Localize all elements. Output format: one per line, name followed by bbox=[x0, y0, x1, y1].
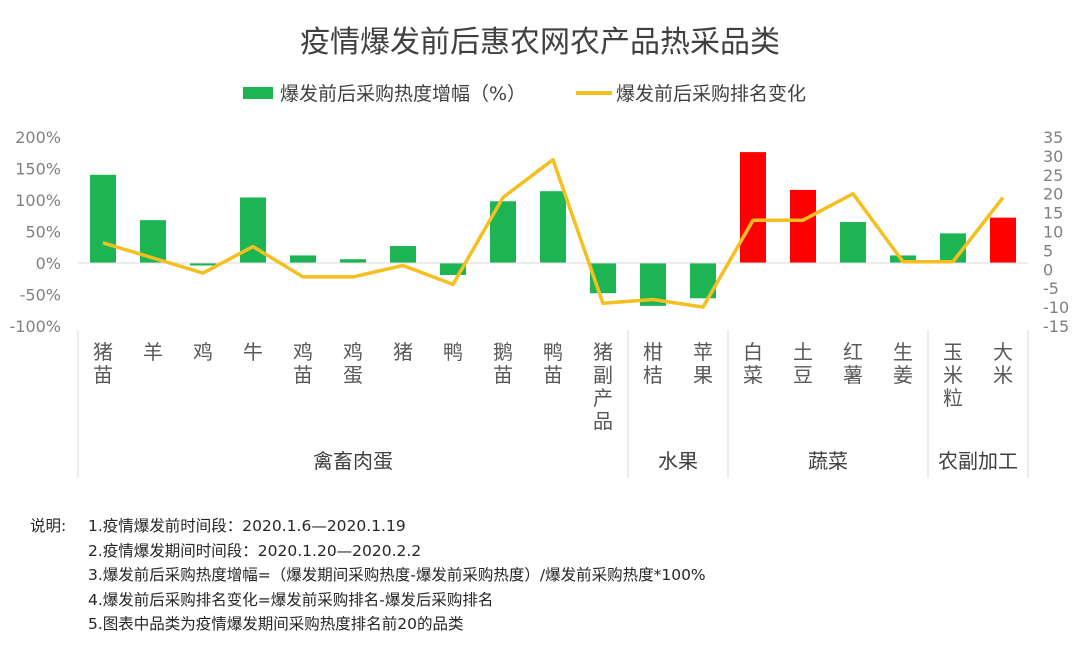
right-tick-label: 20 bbox=[1043, 185, 1063, 204]
right-tick-label: 0 bbox=[1043, 260, 1053, 279]
right-tick-label: 35 bbox=[1043, 128, 1063, 147]
category-label: 白菜 bbox=[743, 340, 763, 387]
right-tick-label: 15 bbox=[1043, 204, 1063, 223]
category-label: 鹅苗 bbox=[493, 340, 513, 387]
right-tick-label: -15 bbox=[1043, 317, 1069, 336]
bar bbox=[840, 222, 866, 263]
left-tick-label: -50% bbox=[20, 286, 61, 305]
notes: 说明: 1.疫情爆发前时间段：2020.1.6—2020.1.19 2.疫情爆发期… bbox=[30, 514, 706, 637]
category-label: 猪 bbox=[393, 340, 413, 364]
line-series bbox=[102, 157, 1005, 309]
bar bbox=[990, 217, 1016, 263]
left-tick-label: 100% bbox=[15, 191, 61, 210]
left-tick-label: -100% bbox=[9, 317, 61, 336]
chart: 疫情爆发前后惠农网农产品热采品类 爆发前后采购热度增幅（%） 爆发前后采购排名变… bbox=[9, 25, 1069, 478]
category-label: 玉米粒 bbox=[943, 340, 963, 410]
left-tick-label: 200% bbox=[15, 128, 61, 147]
note-row-2: 2.疫情爆发期间时间段：2020.1.20—2020.2.2 bbox=[30, 539, 706, 564]
right-tick-label: 5 bbox=[1043, 241, 1053, 260]
note-3: 3.爆发前后采购热度增幅=（爆发期间采购热度-爆发前采购热度）/爆发前采购热度*… bbox=[88, 566, 706, 584]
bar bbox=[790, 189, 816, 263]
left-tick-label: 50% bbox=[25, 223, 61, 242]
bar bbox=[290, 255, 316, 263]
category-label: 鸡苗 bbox=[293, 340, 313, 387]
legend-bar-label: 爆发前后采购热度增幅（%） bbox=[280, 83, 526, 105]
note-5: 5.图表中品类为疫情爆发期间采购热度排名前20的品类 bbox=[88, 615, 464, 633]
category-label: 牛 bbox=[243, 340, 263, 364]
note-4: 4.爆发前后采购排名变化=爆发前采购排名-爆发后采购排名 bbox=[88, 590, 494, 609]
bar bbox=[90, 174, 116, 263]
bar bbox=[340, 259, 366, 263]
note-row-4: 4.爆发前后采购排名变化=爆发前采购排名-爆发后采购排名 bbox=[30, 588, 706, 613]
right-tick-label: -10 bbox=[1043, 298, 1069, 317]
group-label: 农副加工 bbox=[938, 449, 1018, 473]
bar bbox=[390, 245, 416, 263]
category-label: 土豆 bbox=[793, 340, 813, 387]
category-label: 鸭苗 bbox=[543, 340, 563, 387]
category-label: 大米 bbox=[993, 340, 1013, 387]
bar bbox=[740, 152, 766, 263]
note-row-3: 3.爆发前后采购热度增幅=（爆发期间采购热度-爆发前采购热度）/爆发前采购热度*… bbox=[30, 563, 706, 588]
category-label: 鸡蛋 bbox=[343, 340, 363, 387]
bar bbox=[540, 191, 566, 263]
legend: 爆发前后采购热度增幅（%） 爆发前后采购排名变化 bbox=[243, 83, 806, 105]
note-2: 2.疫情爆发期间时间段：2020.1.20—2020.2.2 bbox=[88, 541, 422, 560]
note-1: 1.疫情爆发前时间段：2020.1.6—2020.1.19 bbox=[88, 517, 406, 535]
chart-title: 疫情爆发前后惠农网农产品热采品类 bbox=[300, 25, 780, 60]
category-label: 苹果 bbox=[693, 340, 713, 387]
left-tick-label: 0% bbox=[36, 254, 61, 273]
left-tick-label: 150% bbox=[15, 160, 61, 179]
left-axis: 200% 150% 100% 50% 0% -50% -100% bbox=[9, 128, 61, 336]
category-label: 生姜 bbox=[893, 340, 913, 387]
right-tick-label: 25 bbox=[1043, 166, 1063, 185]
note-row-5: 5.图表中品类为疫情爆发期间采购热度排名前20的品类 bbox=[30, 612, 706, 637]
rank-change-line bbox=[102, 157, 1005, 309]
bar bbox=[440, 263, 466, 275]
group-label: 禽畜肉蛋 bbox=[313, 449, 393, 473]
category-label: 猪副产品 bbox=[593, 340, 613, 433]
note-row-1: 说明: 1.疫情爆发前时间段：2020.1.6—2020.1.19 bbox=[30, 514, 706, 539]
right-tick-label: 30 bbox=[1043, 147, 1063, 166]
right-tick-label: 10 bbox=[1043, 223, 1063, 242]
notes-label: 说明: bbox=[30, 517, 67, 535]
category-label: 红薯 bbox=[843, 340, 863, 387]
category-label: 猪苗 bbox=[93, 340, 113, 387]
right-tick-label: -5 bbox=[1043, 279, 1059, 298]
legend-line-label: 爆发前后采购排名变化 bbox=[616, 83, 806, 105]
group-label: 水果 bbox=[658, 449, 698, 473]
group-label: 蔬菜 bbox=[808, 449, 848, 473]
legend-bar-swatch bbox=[243, 87, 273, 99]
category-label: 鸭 bbox=[443, 340, 463, 364]
bar bbox=[190, 263, 216, 266]
category-label: 柑桔 bbox=[643, 340, 663, 387]
category-label: 羊 bbox=[143, 340, 163, 364]
category-label: 鸡 bbox=[193, 340, 213, 364]
